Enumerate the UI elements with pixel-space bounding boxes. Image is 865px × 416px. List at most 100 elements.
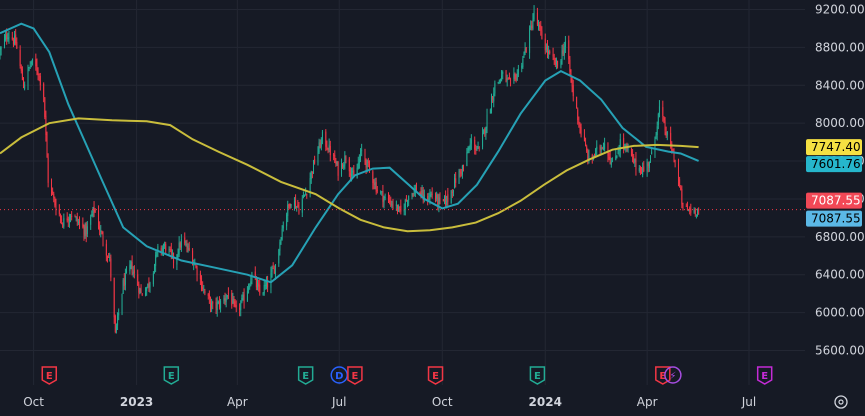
candle-body bbox=[241, 297, 243, 303]
candle-body bbox=[421, 190, 423, 195]
price-tag-label: 7087.55 bbox=[811, 212, 861, 226]
candle-body bbox=[545, 46, 547, 50]
candle-body bbox=[242, 294, 244, 298]
event-badge bbox=[756, 366, 773, 385]
event-marker[interactable]: E bbox=[655, 366, 671, 385]
event-marker[interactable]: E bbox=[297, 366, 314, 385]
candle-body bbox=[455, 178, 457, 183]
candle-body bbox=[310, 171, 312, 180]
candle-body bbox=[117, 315, 119, 326]
candle-body bbox=[554, 58, 556, 66]
candle-body bbox=[271, 269, 273, 272]
candle-body bbox=[152, 273, 154, 285]
candle-body bbox=[536, 12, 538, 25]
candle-body bbox=[187, 246, 189, 248]
candle-body bbox=[170, 248, 172, 253]
candle-body bbox=[682, 203, 684, 205]
candle-body bbox=[74, 216, 76, 218]
candle-body bbox=[572, 85, 574, 97]
candle-body bbox=[477, 146, 479, 148]
candle-body bbox=[619, 139, 621, 152]
axis-settings-button[interactable] bbox=[834, 395, 848, 409]
candle-body bbox=[656, 126, 658, 135]
candle-body bbox=[227, 293, 229, 295]
candle-body bbox=[360, 151, 362, 160]
candle-body bbox=[538, 24, 540, 27]
candle-body bbox=[218, 302, 220, 308]
candle-body bbox=[586, 146, 588, 152]
candle-body bbox=[498, 80, 500, 83]
candle-body bbox=[334, 154, 336, 163]
candle-body bbox=[695, 214, 697, 216]
candle-body bbox=[609, 156, 611, 165]
candle-body bbox=[58, 209, 60, 215]
candle-body bbox=[345, 157, 347, 160]
candle-body bbox=[365, 159, 367, 168]
candle-body bbox=[484, 128, 486, 134]
candle-body bbox=[20, 66, 22, 71]
candle-body bbox=[16, 42, 18, 49]
candle-body bbox=[591, 155, 593, 159]
candle-body bbox=[510, 79, 512, 81]
event-marker[interactable]: E bbox=[163, 366, 180, 385]
candle-body bbox=[161, 248, 163, 252]
candle-body bbox=[395, 204, 397, 206]
candle-body bbox=[217, 301, 219, 304]
x-tick-label: 2024 bbox=[529, 395, 562, 409]
price-tag bbox=[806, 156, 862, 173]
event-markers[interactable]: E E E D E E E E ⚡ E bbox=[41, 366, 773, 385]
candle-body bbox=[375, 182, 377, 192]
candle-body bbox=[318, 142, 320, 153]
candle-body bbox=[374, 182, 376, 185]
candle-body bbox=[169, 248, 171, 250]
candle-body bbox=[651, 151, 653, 155]
candle-body bbox=[522, 58, 524, 68]
candle-body bbox=[298, 207, 300, 214]
event-circle bbox=[664, 366, 682, 384]
x-axis[interactable]: Oct 2023 Apr Jul Oct 2024 Apr Jul bbox=[23, 395, 756, 409]
event-marker[interactable]: E bbox=[529, 366, 546, 385]
candle-body bbox=[100, 230, 102, 232]
candle-body bbox=[647, 163, 649, 166]
event-label: E bbox=[432, 371, 439, 382]
candle-body bbox=[451, 191, 453, 193]
candle-body bbox=[502, 71, 504, 74]
candle-body bbox=[109, 257, 111, 259]
candle-body bbox=[257, 284, 259, 289]
candle-body bbox=[361, 150, 363, 152]
candle-body bbox=[405, 199, 407, 201]
candle-body bbox=[666, 132, 668, 136]
candle-body bbox=[317, 151, 319, 163]
candle-body bbox=[8, 37, 10, 39]
x-tick-label: Jul bbox=[331, 395, 346, 409]
candle-body bbox=[12, 40, 14, 44]
candle-body bbox=[68, 217, 70, 222]
candle-body bbox=[110, 258, 112, 278]
candle-body bbox=[524, 48, 526, 53]
candle-body bbox=[226, 295, 228, 298]
candle-body bbox=[607, 142, 609, 157]
candle-body bbox=[296, 206, 298, 208]
event-marker[interactable]: E bbox=[427, 366, 444, 385]
candle-body bbox=[516, 73, 518, 81]
candle-body bbox=[474, 139, 476, 150]
event-marker[interactable]: E bbox=[756, 366, 773, 385]
candle-body bbox=[24, 84, 26, 89]
candle-body bbox=[415, 187, 417, 192]
candle-body bbox=[38, 73, 40, 75]
candle-body bbox=[102, 234, 104, 244]
candle-body bbox=[312, 160, 314, 174]
event-marker[interactable]: E bbox=[347, 366, 363, 385]
candle-body bbox=[576, 96, 578, 109]
event-marker[interactable]: E bbox=[41, 366, 58, 385]
candle-body bbox=[531, 25, 533, 29]
candle-body bbox=[94, 209, 96, 213]
candle-body bbox=[108, 256, 110, 258]
candle-body bbox=[443, 195, 445, 201]
event-marker[interactable]: ⚡ bbox=[664, 366, 682, 384]
candle-body bbox=[625, 144, 627, 146]
candle-body bbox=[485, 126, 487, 135]
candle-body bbox=[84, 225, 86, 237]
